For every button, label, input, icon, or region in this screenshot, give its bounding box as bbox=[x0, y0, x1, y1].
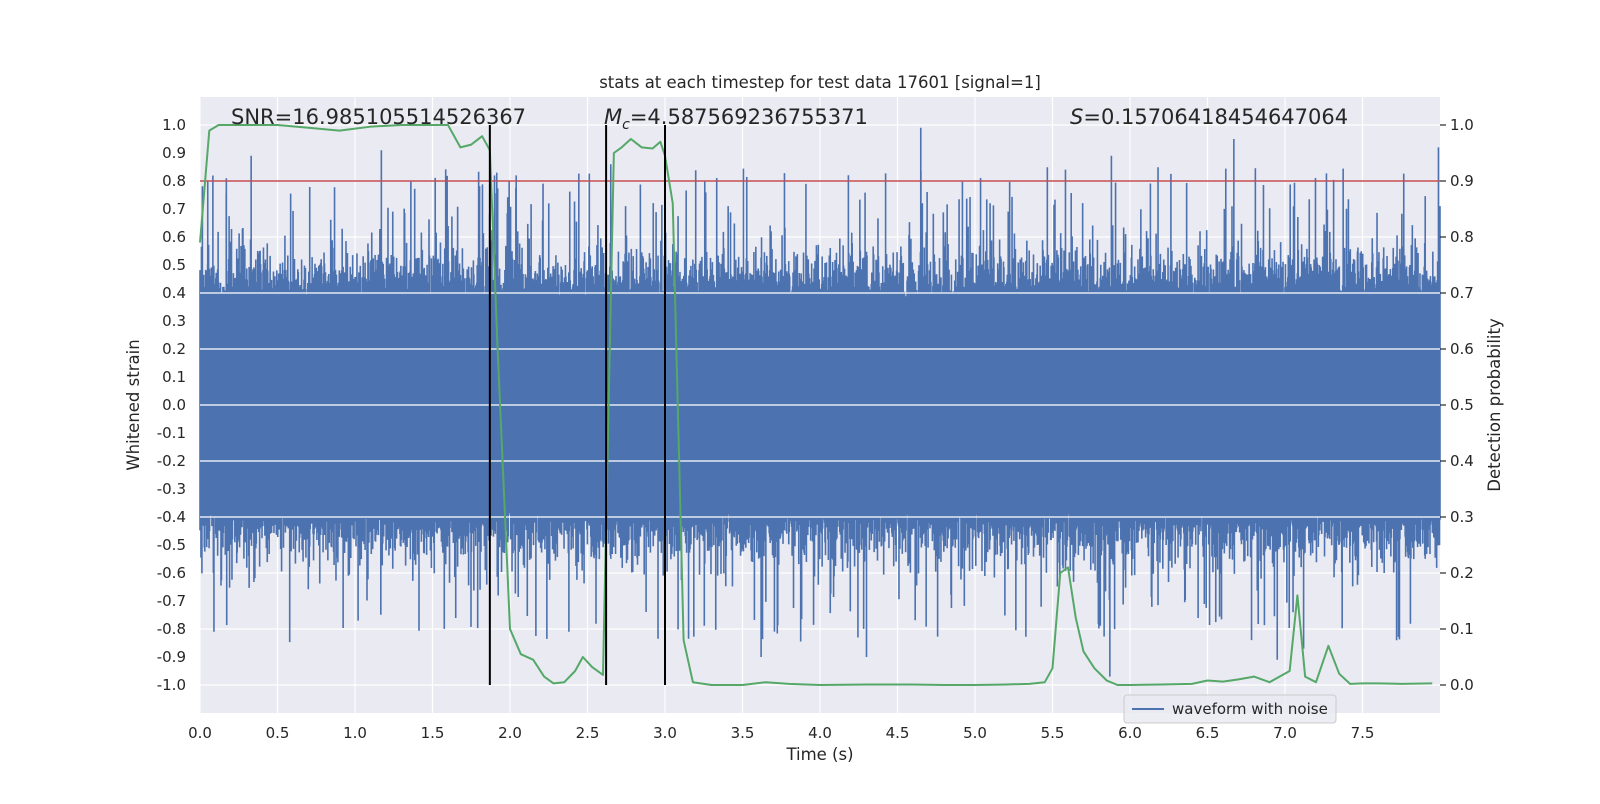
y-left-tick-label: -0.7 bbox=[157, 592, 186, 610]
y-left-tick-label: 1.0 bbox=[162, 116, 186, 134]
y-left-tick-label: 0.7 bbox=[162, 200, 186, 218]
y-left-tick-label: -0.6 bbox=[157, 564, 186, 582]
y-right-tick-label: 0.4 bbox=[1450, 452, 1474, 470]
y-left-tick-label: -0.1 bbox=[157, 424, 186, 442]
y-left-tick-label: 0.2 bbox=[162, 340, 186, 358]
y-right-tick-label: 0.3 bbox=[1450, 508, 1474, 526]
x-tick-label: 7.5 bbox=[1351, 724, 1375, 742]
waveform-series bbox=[199, 127, 1441, 677]
y-left-tick-label: -0.9 bbox=[157, 648, 186, 666]
y-right-tick-label: 0.5 bbox=[1450, 396, 1474, 414]
y-axis-right-label: Detection probability bbox=[1485, 318, 1504, 492]
chart-title: stats at each timestep for test data 176… bbox=[599, 73, 1041, 92]
y-left-tick-label: 0.6 bbox=[162, 228, 186, 246]
x-tick-label: 6.5 bbox=[1196, 724, 1220, 742]
axis-ticks: 0.0 0.5 1.0 1.5 2.0 2.5 3.0 3.5 4.0 4.5 5.0 5.5 6.0 6… bbox=[157, 116, 1474, 742]
legend: waveform with noise bbox=[1123, 694, 1337, 724]
y-left-tick-label: 0.8 bbox=[162, 172, 186, 190]
x-tick-label: 5.0 bbox=[963, 724, 987, 742]
s-value: =0.15706418454647064 bbox=[1083, 105, 1348, 129]
y-right-tick-label: 0.7 bbox=[1450, 284, 1474, 302]
y-axis-left-label: Whitened strain bbox=[124, 339, 143, 470]
y-left-tick-label: -0.4 bbox=[157, 508, 186, 526]
y-left-tick-label: 0.3 bbox=[162, 312, 186, 330]
x-tick-label: 4.5 bbox=[886, 724, 910, 742]
x-tick-label: 1.5 bbox=[421, 724, 445, 742]
probability-line bbox=[199, 124, 1433, 686]
y-right-tick-label: 0.8 bbox=[1450, 228, 1474, 246]
y-left-tick-label: -0.2 bbox=[157, 452, 186, 470]
legend-box bbox=[1123, 694, 1337, 724]
probability-series bbox=[199, 124, 1433, 686]
y-right-tick-label: 0.2 bbox=[1450, 564, 1474, 582]
x-tick-label: 7.0 bbox=[1273, 724, 1297, 742]
y-right-tick-label: 0.6 bbox=[1450, 340, 1474, 358]
x-tick-label: 0.0 bbox=[188, 724, 212, 742]
x-tick-label: 2.5 bbox=[576, 724, 600, 742]
x-axis-label: Time (s) bbox=[785, 745, 853, 764]
x-tick-label: 3.5 bbox=[731, 724, 755, 742]
chirp-mass-symbol: M bbox=[604, 105, 622, 129]
y-left-tick-label: -1.0 bbox=[157, 676, 186, 694]
y-left-tick-label: 0.0 bbox=[162, 396, 186, 414]
y-left-tick-label: -0.5 bbox=[157, 536, 186, 554]
x-tick-label: 5.5 bbox=[1041, 724, 1065, 742]
chirp-mass-subscript: c bbox=[622, 117, 630, 133]
vertical-markers bbox=[488, 125, 666, 685]
y-right-tick-label: 0.0 bbox=[1450, 676, 1474, 694]
s-symbol: S bbox=[1070, 105, 1083, 129]
y-left-tick-label: -0.8 bbox=[157, 620, 186, 638]
y-right-tick-label: 0.9 bbox=[1450, 172, 1474, 190]
chirp-mass-annotation: Mc=4.587569236755371 bbox=[604, 105, 868, 133]
x-tick-label: 2.0 bbox=[498, 724, 522, 742]
chirp-mass-value: =4.587569236755371 bbox=[630, 105, 868, 129]
y-left-tick-label: 0.4 bbox=[162, 284, 186, 302]
y-right-tick-label: 1.0 bbox=[1450, 116, 1474, 134]
y-left-tick-label: 0.9 bbox=[162, 144, 186, 162]
legend-entry-label: waveform with noise bbox=[1172, 700, 1328, 718]
x-tick-label: 6.0 bbox=[1118, 724, 1142, 742]
y-left-tick-label: 0.1 bbox=[162, 368, 186, 386]
x-tick-label: 3.0 bbox=[653, 724, 677, 742]
x-tick-label: 4.0 bbox=[808, 724, 832, 742]
y-left-tick-label: 0.5 bbox=[162, 256, 186, 274]
s-annotation: S=0.15706418454647064 bbox=[1070, 105, 1348, 129]
y-left-tick-label: -0.3 bbox=[157, 480, 186, 498]
snr-annotation: SNR=16.985105514526367 bbox=[231, 105, 526, 129]
x-tick-label: 1.0 bbox=[343, 724, 367, 742]
y-right-tick-label: 0.1 bbox=[1450, 620, 1474, 638]
x-tick-label: 0.5 bbox=[266, 724, 290, 742]
